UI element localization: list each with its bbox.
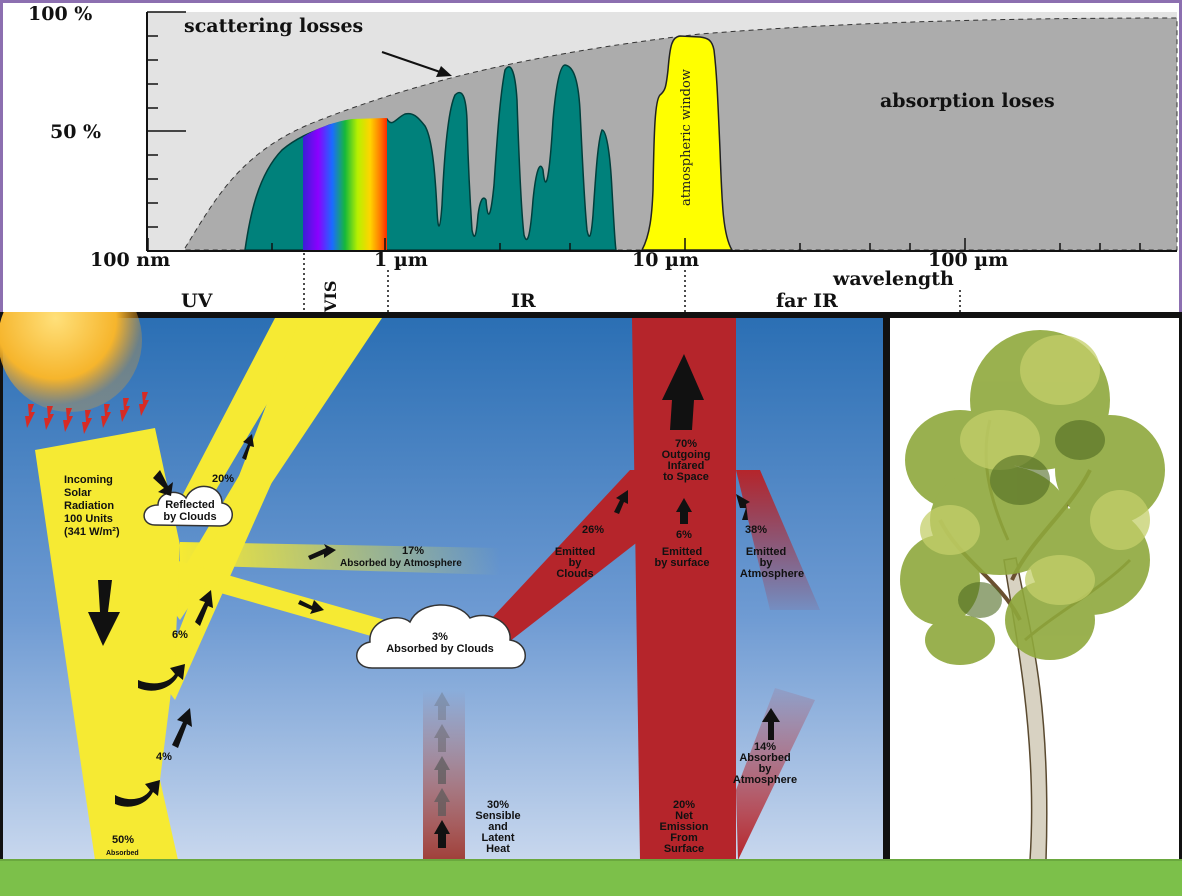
absorption-label: absorption loses <box>880 90 1055 112</box>
net-emission-label: 20% Net Emission From Surface <box>660 799 709 855</box>
absorbed-atm2-label: 14% Absorbed by Atmosphere <box>733 741 797 786</box>
ground-grass <box>0 860 1182 896</box>
pct-6-left-label: 6% <box>172 629 188 641</box>
sensible-heat-label: 30% Sensible and Latent Heat <box>475 799 520 855</box>
spectrum-chart: atmospheric window 100 % 50 % scattering… <box>3 3 1179 312</box>
x-ticks <box>147 238 1141 251</box>
pct-20-label: 20% <box>212 473 234 485</box>
emitted-clouds-beam <box>490 470 640 645</box>
absorbed-clouds-label: 3% Absorbed by Clouds <box>386 631 494 655</box>
x-tick-100nm: 100 nm <box>90 249 170 271</box>
absorbed-ground-text: Absorbed <box>106 850 139 857</box>
absorbed-atm-beam <box>736 688 815 860</box>
y-label-50: 50 % <box>50 121 101 143</box>
emitted-surface-label: 6% Emitted by surface <box>654 529 709 569</box>
band-ir: IR <box>511 290 536 312</box>
incoming-rays <box>25 392 149 434</box>
y-label-100: 100 % <box>28 3 92 25</box>
emitted-atm-beam <box>736 470 820 610</box>
band-uv: UV <box>181 290 214 312</box>
visible-band <box>303 118 387 250</box>
x-tick-100um: 100 µm <box>928 249 1008 271</box>
arrow-icons <box>88 354 780 848</box>
emitted-atm-label: 38% Emitted by Atmosphere <box>740 524 804 580</box>
absorbed-atm-text: Absorbed by Atmosphere <box>340 558 462 569</box>
reflected-label: Reflected by Clouds <box>163 499 216 523</box>
scattering-label: scattering losses <box>184 15 363 37</box>
sun <box>0 312 142 412</box>
x-axis-title: wavelength <box>832 268 954 290</box>
band-vis: VIS <box>321 281 340 312</box>
atmosphere-absorbed-beam <box>180 542 500 575</box>
x-tick-1um: 1 µm <box>374 249 428 271</box>
x-tick-10um: 10 µm <box>632 249 699 271</box>
absorbed-cloud <box>356 604 526 669</box>
outgoing-column <box>632 318 736 860</box>
tree-illustration <box>900 330 1165 861</box>
emitted-clouds-label: 26% Emitted by Clouds <box>555 524 604 580</box>
incoming-label: Incoming Solar Radiation 100 Units (341 W/m²… <box>64 474 120 538</box>
band-dividers <box>303 253 961 312</box>
scattering-arrow <box>381 51 447 75</box>
heat-arrows-faded <box>434 692 450 816</box>
window-label: atmospheric window <box>679 69 694 206</box>
energy-budget-diagram: Incoming Solar Radiation 100 Units (341 W/m²… <box>0 312 1182 896</box>
pct-4-label: 4% <box>156 751 172 763</box>
absorbed-ground-pct: 50% <box>112 834 134 846</box>
band-far-ir: far IR <box>776 290 838 312</box>
outgoing-label: 70% Outgoing Infared to Space <box>662 438 711 483</box>
atmospheric-window <box>640 35 734 251</box>
absorbed-atm-pct: 17% <box>402 545 424 557</box>
reflected-cloud <box>143 485 233 527</box>
minor-y-ticks <box>147 35 158 228</box>
shortwave-beams <box>35 318 385 860</box>
